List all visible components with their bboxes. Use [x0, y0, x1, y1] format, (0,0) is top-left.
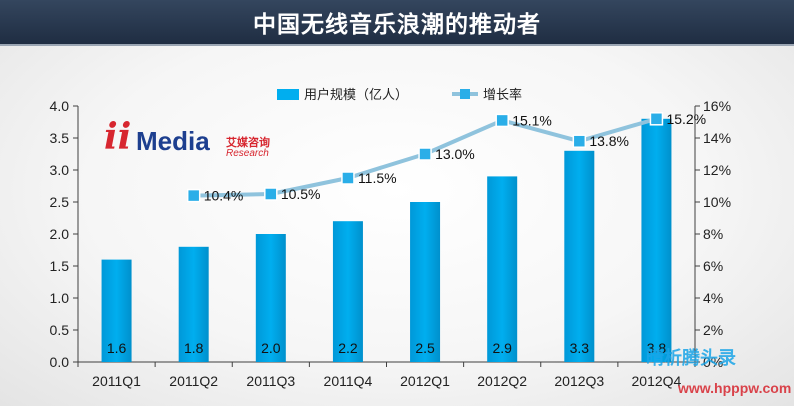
legend-line-marker	[460, 89, 470, 99]
line-point	[264, 187, 278, 201]
y-right-tick-label: 8%	[703, 226, 723, 242]
line-value-label: 15.2%	[666, 111, 706, 127]
legend-bar-swatch	[277, 89, 299, 100]
watermark: 晴析腾头录 www.hpppw.com	[616, 336, 794, 406]
line-point	[186, 188, 201, 203]
y-right-tick-label: 0%	[703, 354, 723, 370]
logo-mark: ii	[104, 116, 132, 158]
bar-value-label: 3.3	[570, 340, 590, 356]
bar	[101, 259, 132, 362]
line-value-label: 11.5%	[358, 170, 397, 186]
x-tick-label: 2011Q1	[92, 373, 141, 389]
logo-en-text: Research	[226, 148, 269, 159]
line-value-label: 15.1%	[512, 112, 552, 128]
logo-name: Media	[136, 126, 210, 156]
bar	[178, 246, 209, 362]
page-title: 中国无线音乐浪潮的推动者	[253, 12, 541, 38]
x-tick-label: 2011Q3	[246, 373, 295, 389]
y-left-tick-label: 1.0	[50, 290, 70, 306]
line-point	[341, 171, 355, 185]
bar-value-label: 2.9	[492, 340, 512, 356]
y-left-tick-label: 1.5	[50, 258, 70, 274]
bar	[410, 202, 441, 362]
line-point	[418, 147, 432, 161]
bar-value-label: 1.8	[184, 340, 204, 356]
bar-value-label: 2.5	[415, 340, 435, 356]
watermark-cn: 晴析腾头录	[646, 348, 736, 369]
bar	[332, 221, 363, 362]
line-point	[572, 134, 587, 148]
line-value-label: 10.5%	[281, 186, 321, 202]
y-left-tick-label: 4.0	[50, 98, 70, 114]
line-value-label: 13.0%	[435, 146, 475, 162]
y-right-tick-label: 14%	[703, 130, 731, 146]
bar-value-label: 2.0	[261, 340, 281, 356]
bar	[641, 118, 672, 362]
bar	[255, 234, 286, 362]
line-point	[649, 112, 664, 126]
bar-value-label: 3.8	[647, 340, 667, 356]
y-left-tick-label: 0.0	[50, 354, 70, 370]
y-right-tick-label: 6%	[703, 258, 723, 274]
y-left-tick-label: 3.0	[50, 162, 70, 178]
x-tick-label: 2011Q2	[169, 373, 218, 389]
title-bar: 中国无线音乐浪潮的推动者	[0, 0, 794, 46]
x-tick-label: 2012Q3	[554, 373, 604, 389]
watermark-url: www.hpppw.com	[678, 380, 792, 396]
logo-cn-text: 艾媒咨询	[226, 136, 270, 149]
y-right-tick-label: 10%	[703, 194, 731, 210]
x-tick-label: 2012Q4	[632, 373, 682, 389]
x-tick-label: 2012Q1	[400, 373, 450, 389]
legend-line-label: 增长率	[483, 87, 522, 103]
line-value-label: 10.4%	[204, 188, 244, 204]
bar-value-label: 1.6	[107, 340, 127, 356]
y-right-tick-label: 2%	[703, 322, 723, 338]
y-left-tick-label: 2.5	[50, 194, 70, 210]
y-left-tick-label: 0.5	[50, 322, 70, 338]
bar	[487, 176, 518, 362]
legend-bar-label: 用户规模（亿人）	[304, 87, 408, 103]
x-tick-label: 2012Q2	[477, 373, 527, 389]
y-right-tick-label: 12%	[703, 162, 731, 178]
line-value-label: 13.8%	[589, 133, 629, 149]
y-left-tick-label: 2.0	[50, 226, 70, 242]
y-right-tick-label: 16%	[703, 98, 731, 114]
line-point	[495, 113, 509, 128]
imedia-logo: ii Media 艾媒咨询 Research	[104, 116, 284, 162]
y-right-tick-label: 4%	[703, 290, 723, 306]
x-tick-label: 2011Q4	[324, 373, 373, 389]
bar-value-label: 2.2	[338, 340, 358, 356]
bar	[564, 150, 595, 362]
y-left-tick-label: 3.5	[50, 130, 70, 146]
